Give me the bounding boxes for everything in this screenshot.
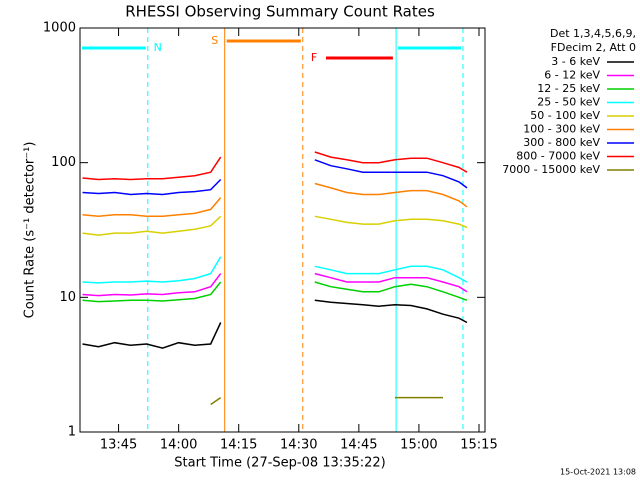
- y-axis-label: Count Rate (s⁻¹ detector⁻¹): [23, 142, 38, 319]
- series-line: [82, 159, 468, 196]
- legend-label: 25 - 50 keV: [537, 96, 600, 109]
- flag-label: S: [211, 34, 218, 47]
- x-tick-label: 13:45: [100, 438, 137, 453]
- series-line: [82, 182, 468, 218]
- y-tick-label: 1000: [43, 21, 76, 36]
- series-line: [210, 396, 443, 406]
- series-line: [82, 281, 468, 303]
- legend-label: 50 - 100 keV: [530, 109, 600, 122]
- footer: 15-Oct-2021 13:08: [560, 468, 636, 477]
- chart-title: RHESSI Observing Summary Count Rates: [125, 3, 435, 21]
- y-tick-label: 100: [51, 155, 76, 170]
- legend-label: 12 - 25 keV: [537, 82, 600, 95]
- legend-label: 800 - 7000 keV: [516, 150, 600, 163]
- legend-label: 300 - 800 keV: [523, 136, 600, 149]
- legend-label: 100 - 300 keV: [523, 123, 600, 136]
- x-tick-label: 14:45: [340, 438, 377, 453]
- x-tick-label: 14:30: [280, 438, 317, 453]
- flag-label: N: [154, 41, 162, 54]
- x-tick-label: 15:00: [400, 438, 437, 453]
- x-tick-label: 14:00: [160, 438, 197, 453]
- series-line: [82, 256, 468, 284]
- y-tick-label: 10: [59, 290, 76, 305]
- legend-label: 6 - 12 keV: [544, 69, 600, 82]
- x-axis-label: Start Time (27-Sep-08 13:35:22): [174, 456, 385, 471]
- series-line: [82, 215, 468, 236]
- y-tick-label: 1: [68, 425, 76, 440]
- series-line: [82, 272, 468, 297]
- x-tick-label: 14:15: [220, 438, 257, 453]
- x-tick-label: 15:15: [460, 438, 497, 453]
- legend-header: FDecim 2, Att 0: [551, 41, 636, 54]
- legend-header: Det 1,3,4,5,6,9,: [550, 27, 636, 40]
- flag-label: F: [311, 51, 317, 64]
- series-line: [82, 151, 468, 181]
- plot-frame: [79, 27, 486, 433]
- legend-label: 3 - 6 keV: [551, 55, 600, 68]
- series-line: [82, 299, 468, 349]
- legend-label: 7000 - 15000 keV: [502, 163, 600, 176]
